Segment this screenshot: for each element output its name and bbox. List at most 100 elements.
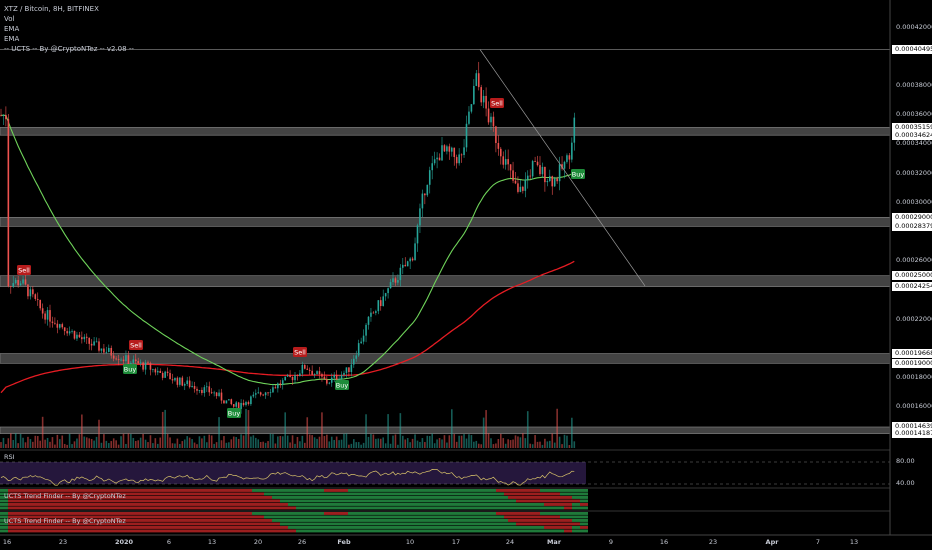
- trend-cell: [552, 489, 556, 492]
- candle-body: [203, 387, 206, 394]
- rsi-pane: [0, 449, 890, 486]
- trend-cell: [200, 522, 204, 526]
- trend-cell: [264, 522, 268, 526]
- trend-cell: [152, 503, 156, 506]
- trend-cell: [196, 529, 200, 533]
- legend-ucts[interactable]: -- UCTS -- By @CryptoNTez -- v2.08 --: [4, 45, 134, 53]
- price-tick-label: 0.00032000: [896, 168, 932, 177]
- trend-cell: [180, 522, 184, 526]
- trend-cell: [216, 515, 220, 519]
- candle-body: [279, 383, 282, 385]
- candle-body: [144, 362, 147, 370]
- trend-cell: [472, 499, 476, 503]
- trend-finder-label-2[interactable]: UCTS Trend Finder -- By @CryptoNTez: [4, 517, 126, 525]
- trend-cell: [120, 503, 124, 506]
- trend-cell: [88, 526, 92, 529]
- trend-cell: [212, 526, 216, 529]
- trend-cell: [236, 492, 240, 496]
- trend-cell: [144, 492, 148, 496]
- trend-cell: [164, 492, 168, 496]
- trend-cell: [524, 496, 528, 499]
- candle-body: [36, 298, 39, 300]
- trend-cell: [224, 496, 228, 499]
- trend-finder-label-1[interactable]: UCTS Trend Finder -- By @CryptoNTez: [4, 492, 126, 500]
- trend-cell: [412, 503, 416, 506]
- trend-cell: [440, 503, 444, 506]
- trend-cell: [200, 515, 204, 519]
- trend-cell: [436, 519, 440, 522]
- candle-body: [193, 385, 196, 389]
- trend-cell: [244, 519, 248, 522]
- volume-bar: [90, 438, 93, 448]
- trend-cell: [84, 526, 88, 529]
- trend-cell: [68, 519, 72, 522]
- trend-cell: [520, 492, 524, 496]
- trend-cell: [252, 519, 256, 522]
- candle-body: [12, 283, 15, 287]
- trend-cell: [132, 499, 136, 503]
- volume-bar: [485, 410, 487, 448]
- trend-cell: [308, 503, 312, 506]
- trend-cell: [208, 496, 212, 499]
- trend-cell: [228, 512, 232, 515]
- trend-cell: [576, 499, 580, 503]
- trend-cell: [520, 529, 524, 533]
- trend-cell: [500, 492, 504, 496]
- trend-cell: [132, 496, 136, 499]
- trend-cell: [104, 496, 108, 499]
- trend-cell: [512, 496, 516, 499]
- trend-cell: [492, 522, 496, 526]
- trend-cell: [132, 492, 136, 496]
- candle-body: [348, 367, 350, 373]
- candle-body: [201, 389, 203, 394]
- trend-cell: [252, 503, 256, 506]
- trend-cell: [140, 529, 144, 533]
- candle-body: [19, 283, 22, 286]
- trend-cell: [216, 499, 220, 503]
- trend-cell: [232, 499, 236, 503]
- trend-cell: [236, 499, 240, 503]
- legend-ema-1[interactable]: EMA: [4, 25, 20, 33]
- legend-symbol[interactable]: XTZ / Bitcoin, 8H, BITFINEX: [4, 5, 99, 13]
- trend-cell: [336, 515, 340, 519]
- candle-body: [365, 324, 367, 336]
- trend-cell: [216, 496, 220, 499]
- trend-cell: [580, 506, 584, 510]
- trend-cell: [328, 499, 332, 503]
- trend-cell: [580, 496, 584, 499]
- trend-cell: [44, 529, 48, 533]
- trend-cell: [232, 515, 236, 519]
- trend-cell: [556, 489, 560, 492]
- rsi-pane-label[interactable]: RSI: [4, 453, 15, 461]
- legend-volume[interactable]: Vol: [4, 15, 15, 23]
- trend-cell: [552, 515, 556, 519]
- trend-cell: [504, 499, 508, 503]
- volume-bar: [294, 443, 296, 448]
- trend-cell: [268, 496, 272, 499]
- trend-cell: [528, 529, 532, 533]
- trend-cell: [332, 529, 336, 533]
- trend-cell: [408, 519, 412, 522]
- trend-cell: [484, 499, 488, 503]
- candle-body: [284, 376, 286, 381]
- legend-ema-2[interactable]: EMA: [4, 35, 20, 43]
- trend-cell: [388, 519, 392, 522]
- trend-cell: [196, 522, 200, 526]
- candle-body: [100, 348, 103, 351]
- trend-cell: [496, 526, 500, 529]
- trend-cell: [240, 489, 244, 492]
- trend-cell: [248, 499, 252, 503]
- trend-cell: [120, 519, 124, 522]
- trend-cell: [48, 515, 52, 519]
- trend-cell: [144, 526, 148, 529]
- trend-cell: [276, 522, 280, 526]
- trend-cell: [416, 515, 420, 519]
- trend-cell: [20, 522, 24, 526]
- trend-cell: [80, 496, 84, 499]
- trend-cell: [220, 529, 224, 533]
- trend-cell: [92, 506, 96, 510]
- volume-bar: [240, 434, 242, 448]
- trend-cell: [236, 522, 240, 526]
- trend-cell: [556, 499, 560, 503]
